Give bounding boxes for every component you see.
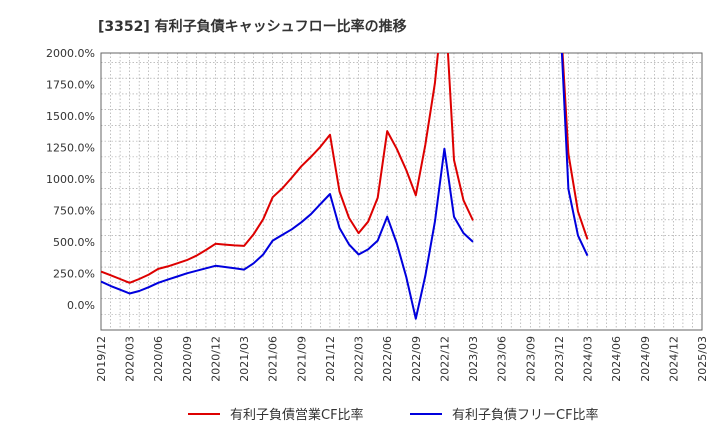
x-tick-label: 2020/12 bbox=[209, 336, 222, 382]
x-tick-label: 2023/09 bbox=[524, 336, 537, 382]
x-tick-label: 2020/06 bbox=[152, 336, 165, 382]
y-tick-label: 1250.0% bbox=[46, 141, 95, 154]
y-tick-label: 0.0% bbox=[67, 299, 95, 312]
x-tick-label: 2024/09 bbox=[639, 336, 652, 382]
y-tick-label: 1000.0% bbox=[46, 173, 95, 186]
plot-frame bbox=[100, 52, 703, 331]
y-tick-label: 250.0% bbox=[53, 267, 95, 280]
x-tick-label: 2024/12 bbox=[667, 336, 680, 382]
series-2 bbox=[101, 53, 589, 320]
x-tick-label: 2020/03 bbox=[124, 336, 137, 382]
x-tick-label: 2023/03 bbox=[467, 336, 480, 382]
series-line bbox=[101, 53, 474, 284]
x-tick-label: 2022/12 bbox=[438, 336, 451, 382]
x-tick-label: 2021/12 bbox=[324, 336, 337, 382]
x-tick-label: 2022/03 bbox=[353, 336, 366, 382]
y-tick-label: 2000.0% bbox=[46, 47, 95, 60]
x-tick-label: 2021/03 bbox=[238, 336, 251, 382]
legend-label: 有利子負債営業CF比率 bbox=[230, 407, 364, 423]
chart-title: [3352] 有利子負債キャッシュフロー比率の推移 bbox=[98, 18, 407, 35]
series-line bbox=[101, 147, 474, 320]
y-tick-label: 750.0% bbox=[53, 204, 95, 217]
x-tick-label: 2019/12 bbox=[95, 336, 108, 382]
legend: 有利子負債営業CF比率 有利子負債フリーCF比率 bbox=[188, 407, 599, 423]
x-tick-label: 2023/06 bbox=[496, 336, 509, 382]
series-lines bbox=[101, 53, 589, 320]
y-tick-label: 500.0% bbox=[53, 236, 95, 249]
x-tick-label: 2020/09 bbox=[181, 336, 194, 382]
axes: 0.0% 250.0% 500.0% 750.0% 1000.0% 1250.0% 1500… bbox=[46, 47, 709, 382]
grid bbox=[100, 52, 703, 331]
y-tick-label: 1500.0% bbox=[46, 110, 95, 123]
x-tick-label: 2021/09 bbox=[295, 336, 308, 382]
x-tick-label: 2022/06 bbox=[381, 336, 394, 382]
x-tick-label: 2024/06 bbox=[610, 336, 623, 382]
y-tick-label: 1750.0% bbox=[46, 78, 95, 91]
plot-area bbox=[101, 53, 702, 330]
x-tick-label: 2025/03 bbox=[696, 336, 709, 382]
legend-label: 有利子負債フリーCF比率 bbox=[452, 407, 599, 423]
x-tick-label: 2021/06 bbox=[267, 336, 280, 382]
series-line bbox=[560, 53, 589, 257]
x-tick-label: 2024/03 bbox=[582, 336, 595, 382]
x-tick-label: 2023/12 bbox=[553, 336, 566, 382]
x-tick-label: 2022/09 bbox=[410, 336, 423, 382]
